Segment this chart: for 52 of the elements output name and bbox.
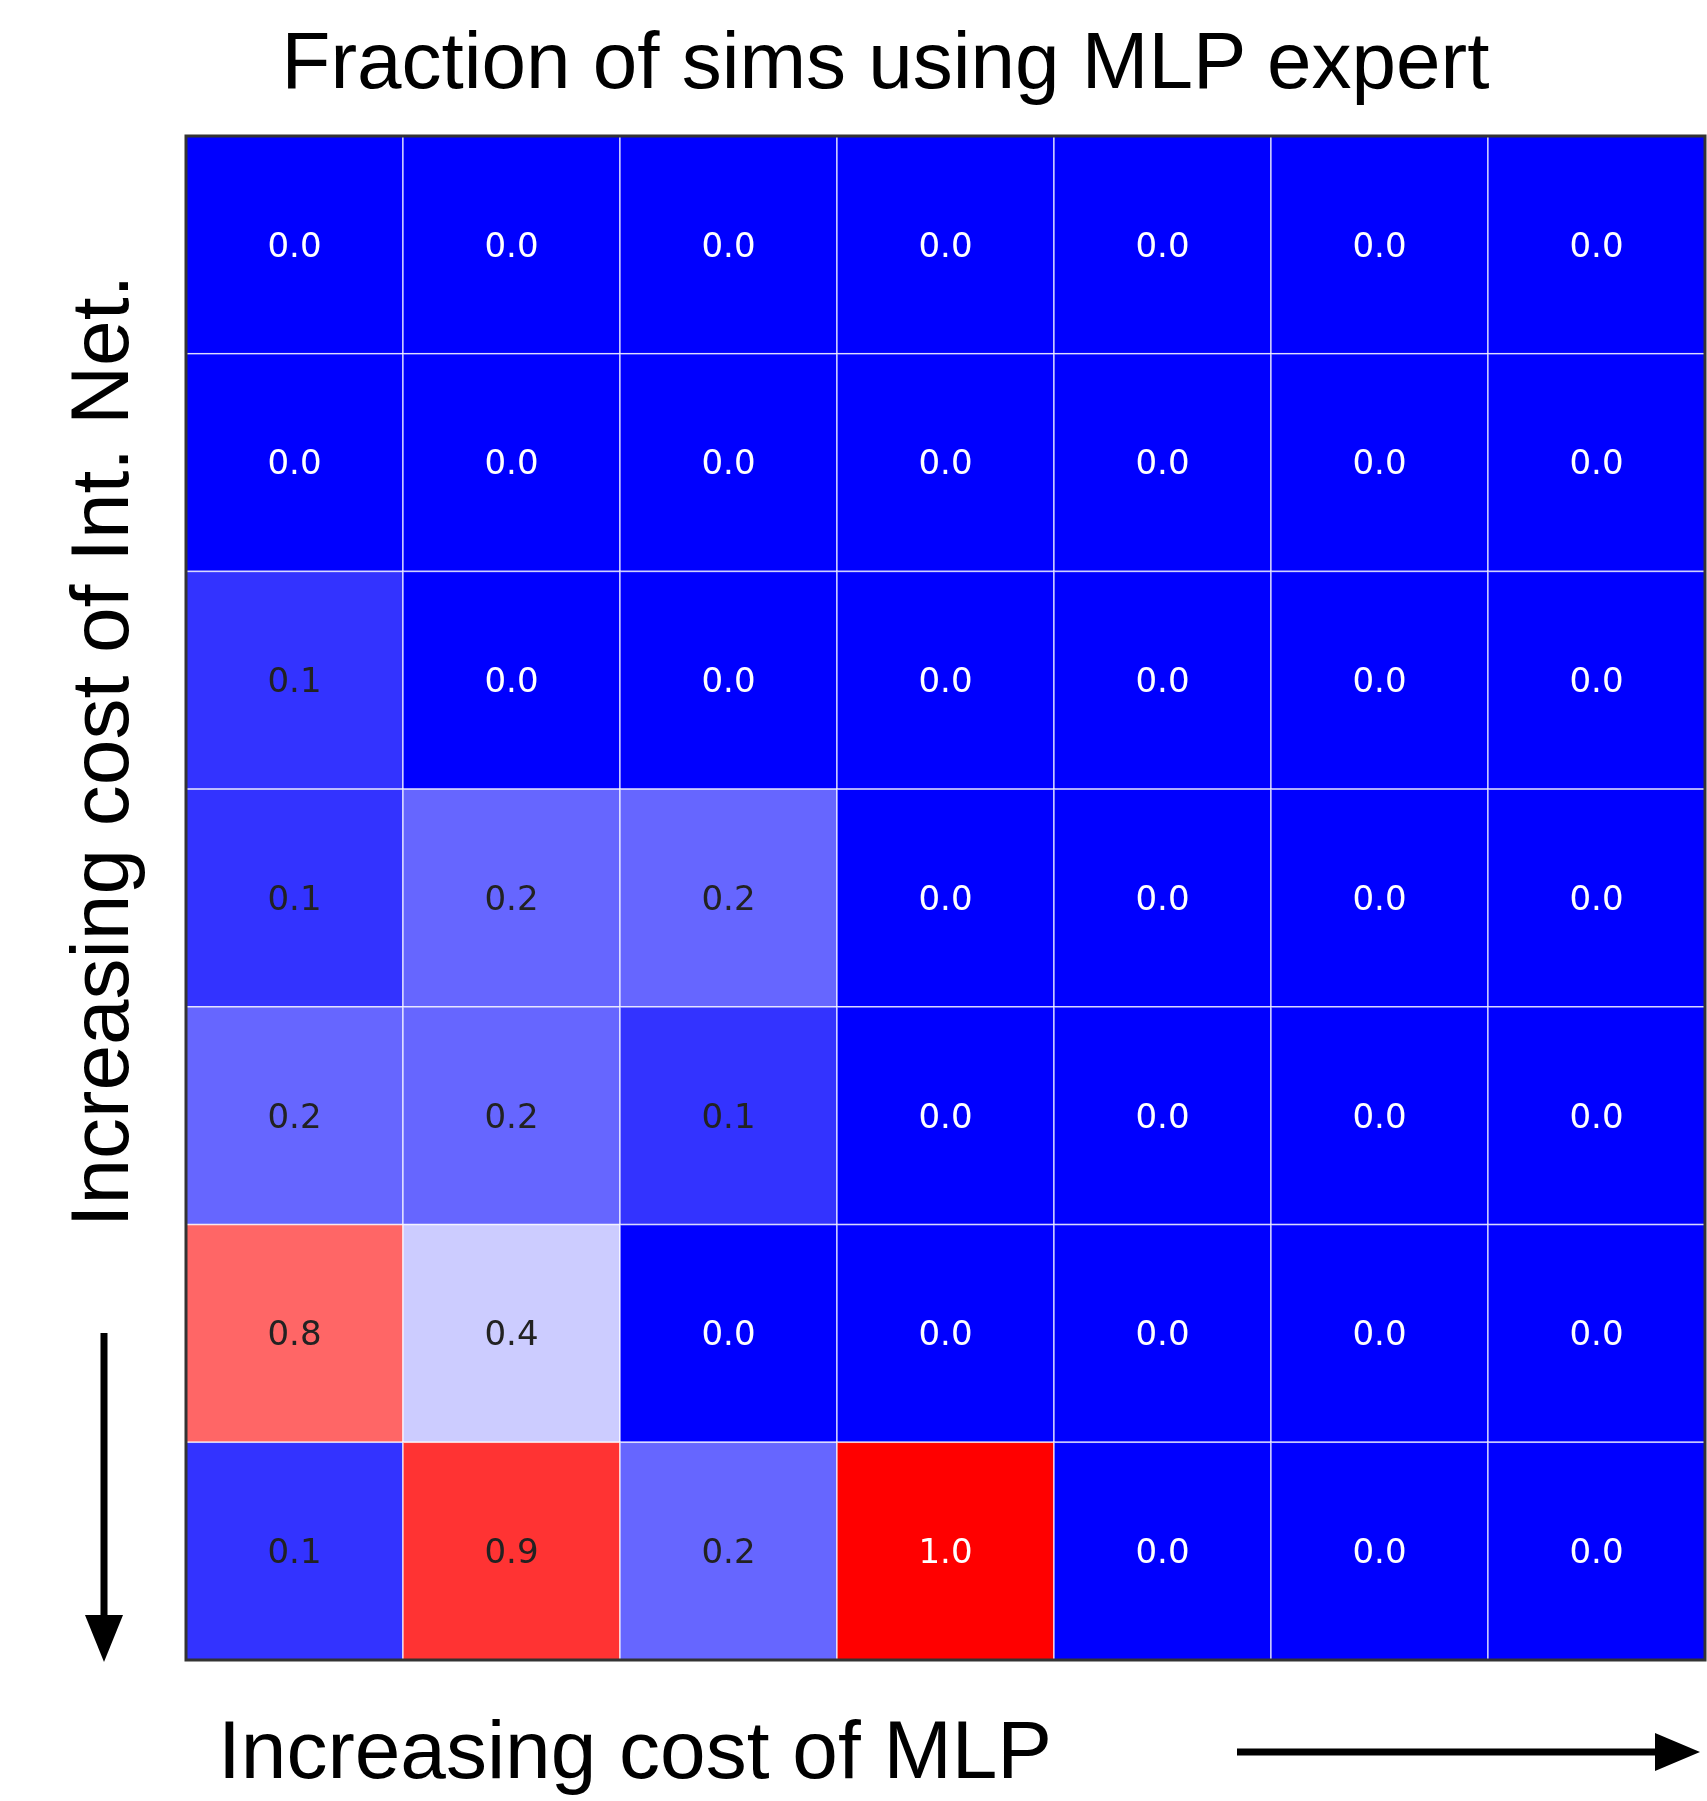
data-label: 0.0 [918,877,973,918]
data-label: 0.0 [701,224,756,265]
data-label: 0.0 [1569,1095,1624,1136]
data-label: 1.0 [918,1531,973,1572]
data-label: 0.2 [484,1095,539,1136]
data-label: 0.0 [1352,1313,1407,1354]
data-label: 0.0 [918,224,973,265]
data-label: 0.2 [484,877,539,918]
data-label: 0.0 [918,442,973,483]
data-label: 0.0 [1352,877,1407,918]
data-label: 0.0 [484,224,539,265]
data-label: 0.0 [1135,660,1190,701]
data-label: 0.1 [267,877,322,918]
data-label: 0.0 [267,224,322,265]
data-label: 0.1 [267,660,322,701]
data-label: 0.0 [1135,877,1190,918]
data-label: 0.2 [701,1531,756,1572]
chart-title: Fraction of sims using MLP expert [281,16,1490,105]
data-label: 0.1 [701,1095,756,1136]
data-label: 0.9 [484,1531,539,1572]
data-label: 0.0 [1352,1095,1407,1136]
data-label: 0.0 [1352,442,1407,483]
x-axis-title: Increasing cost of MLP [218,1704,1053,1795]
data-label: 0.0 [1135,1531,1190,1572]
data-label: 0.0 [701,1313,756,1354]
data-label: 0.0 [918,660,973,701]
data-label: 0.0 [1569,1313,1624,1354]
data-label: 0.2 [701,877,756,918]
data-label: 0.0 [701,442,756,483]
data-label: 0.0 [918,1313,973,1354]
data-label: 0.0 [701,660,756,701]
data-label: 0.0 [1352,660,1407,701]
data-label: 0.0 [1135,1313,1190,1354]
data-label: 0.0 [1569,1531,1624,1572]
data-label: 0.2 [267,1095,322,1136]
data-label: 0.0 [267,442,322,483]
data-label: 0.0 [1135,442,1190,483]
data-label: 0.0 [1135,224,1190,265]
data-label: 0.0 [1569,442,1624,483]
data-label: 0.0 [1352,1531,1407,1572]
data-label: 0.0 [1569,877,1624,918]
data-label: 0.0 [1352,224,1407,265]
data-label: 0.0 [484,660,539,701]
data-label: 0.8 [267,1313,322,1354]
y-axis-title: Increasing cost of Int. Net. [54,274,145,1228]
data-label: 0.0 [918,1095,973,1136]
data-label: 0.1 [267,1531,322,1572]
data-label: 0.4 [484,1313,539,1354]
data-label: 0.0 [1135,1095,1190,1136]
data-label: 0.0 [1569,224,1624,265]
data-label: 0.0 [484,442,539,483]
data-label: 0.0 [1569,660,1624,701]
